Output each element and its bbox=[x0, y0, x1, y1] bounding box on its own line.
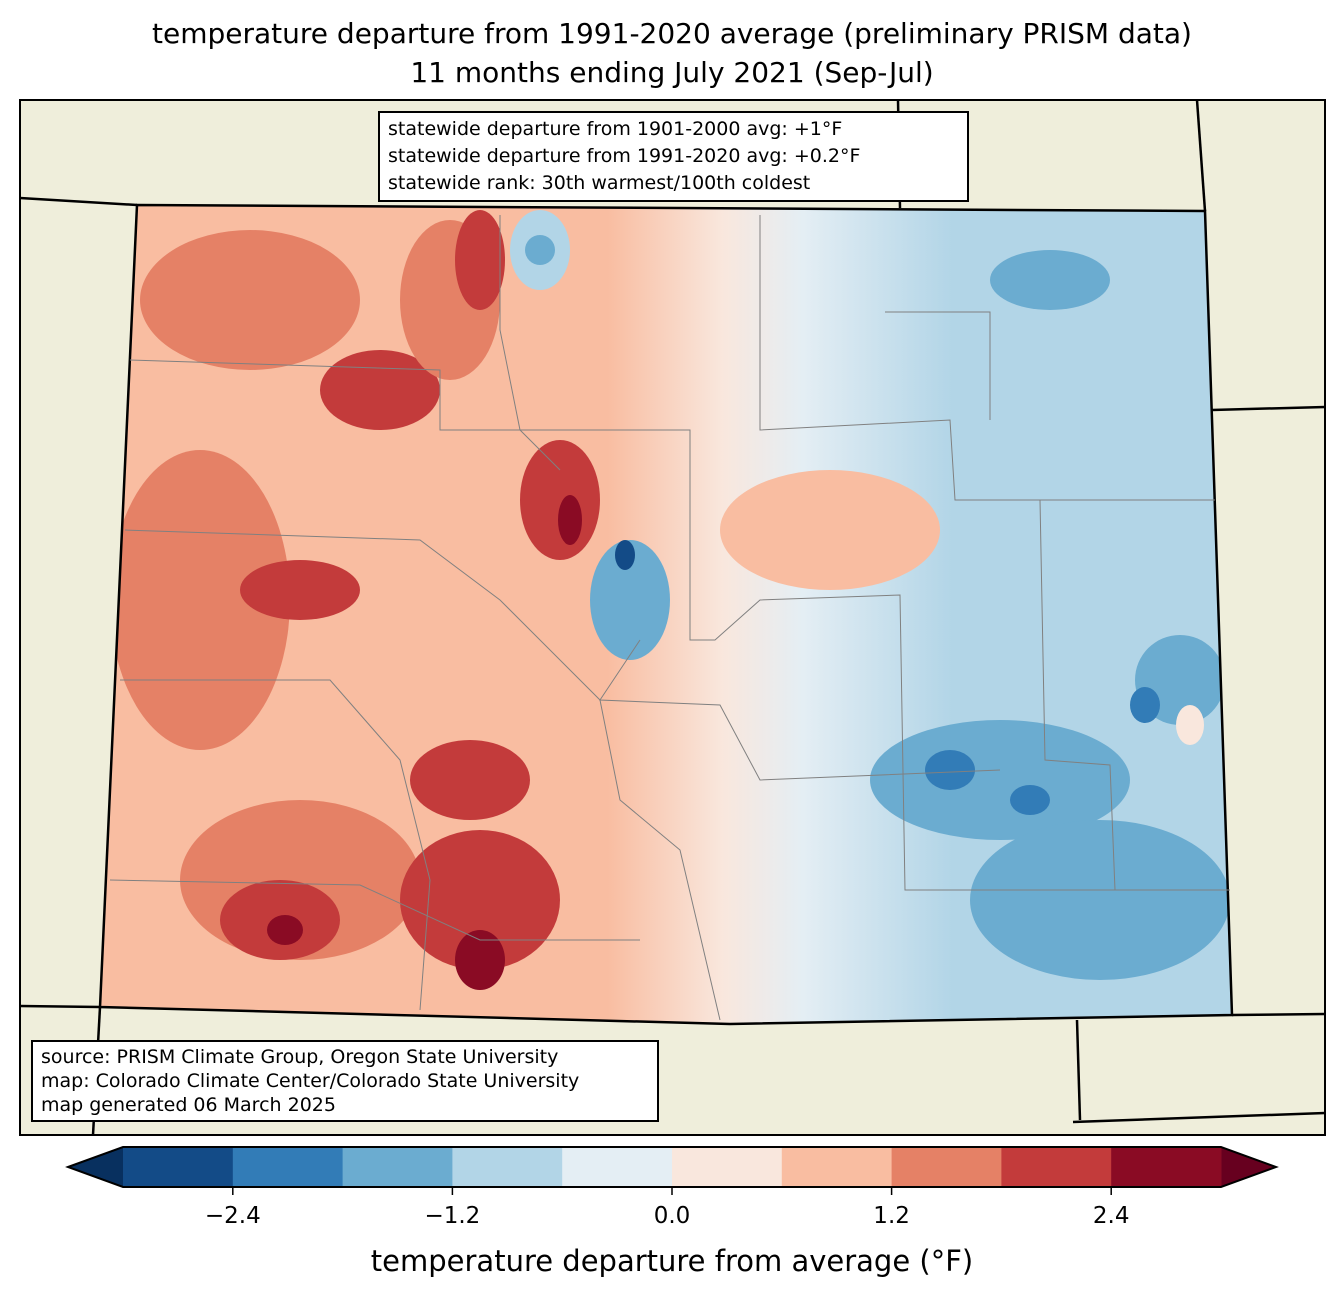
map-subtitle: 11 months ending July 2021 (Sep-Jul) bbox=[410, 56, 934, 89]
colorbar-tick-label: −2.4 bbox=[204, 1203, 261, 1229]
colorbar-tick-label: 0.0 bbox=[653, 1203, 691, 1229]
colorado-border bbox=[98, 203, 1234, 1026]
credit-line: source: PRISM Climate Group, Oregon Stat… bbox=[41, 1046, 559, 1068]
colorbar-under-arrow bbox=[68, 1147, 123, 1187]
stat-line: statewide departure from 1991-2020 avg: … bbox=[388, 145, 861, 167]
colorbar-bin bbox=[342, 1147, 453, 1187]
stats-box: statewide departure from 1901-2000 avg: … bbox=[378, 111, 969, 202]
colorbar-bin bbox=[123, 1147, 234, 1187]
colorbar-bin bbox=[1111, 1147, 1222, 1187]
colorbar-bin bbox=[452, 1147, 563, 1187]
credit-line: map: Colorado Climate Center/Colorado St… bbox=[41, 1070, 580, 1092]
colorbar-tick-label: 1.2 bbox=[873, 1203, 910, 1229]
colorbar-tick-label: 2.4 bbox=[1092, 1203, 1130, 1229]
colorbar-bin bbox=[1001, 1147, 1112, 1187]
credit-line: map generated 06 March 2025 bbox=[41, 1094, 336, 1116]
stat-line: statewide departure from 1901-2000 avg: … bbox=[388, 118, 843, 140]
colorbar-outline bbox=[65, 1146, 1279, 1188]
colorbar-bin bbox=[781, 1147, 893, 1187]
colorbar-bin bbox=[562, 1147, 673, 1187]
colorbar-bin bbox=[891, 1147, 1002, 1187]
colorbar-bin bbox=[672, 1147, 783, 1187]
colorbar-tick-label: −1.2 bbox=[424, 1203, 481, 1229]
county-borders bbox=[109, 215, 1230, 1021]
credits-box: source: PRISM Climate Group, Oregon Stat… bbox=[31, 1040, 659, 1122]
colorbar-over-arrow bbox=[1221, 1147, 1276, 1187]
colorbar bbox=[65, 1146, 1279, 1195]
stat-line: statewide rank: 30th warmest/100th colde… bbox=[388, 172, 811, 194]
colorbar-title: temperature departure from average (°F) bbox=[370, 1244, 974, 1278]
colorbar-bin bbox=[232, 1147, 344, 1187]
map-title: temperature departure from 1991-2020 ave… bbox=[152, 17, 1192, 50]
temperature-field bbox=[100, 205, 1232, 1024]
